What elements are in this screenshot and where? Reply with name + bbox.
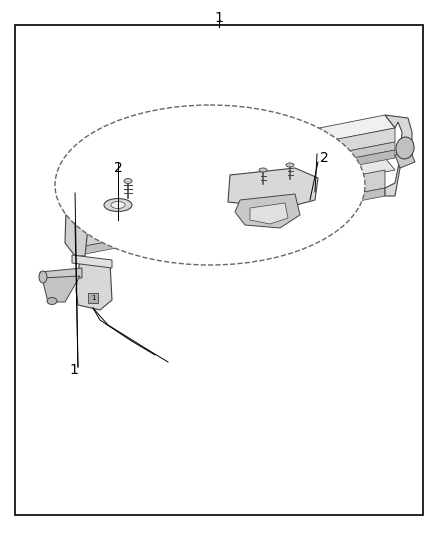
Polygon shape — [76, 258, 112, 310]
Text: 1: 1 — [69, 363, 78, 377]
Ellipse shape — [55, 105, 365, 265]
Ellipse shape — [39, 271, 47, 283]
Bar — [88, 293, 98, 303]
Polygon shape — [67, 168, 85, 178]
Polygon shape — [250, 203, 288, 224]
Polygon shape — [75, 188, 385, 256]
Ellipse shape — [286, 163, 294, 167]
Text: 1: 1 — [91, 295, 95, 301]
Polygon shape — [75, 158, 395, 230]
Text: 2: 2 — [320, 151, 329, 165]
Polygon shape — [395, 150, 415, 168]
Polygon shape — [82, 128, 395, 202]
Polygon shape — [235, 194, 300, 228]
Ellipse shape — [111, 201, 125, 208]
Ellipse shape — [104, 198, 132, 212]
Polygon shape — [82, 142, 395, 210]
Polygon shape — [65, 175, 92, 256]
Polygon shape — [82, 150, 395, 218]
Polygon shape — [228, 168, 318, 208]
Polygon shape — [82, 115, 395, 188]
Ellipse shape — [124, 179, 132, 183]
Ellipse shape — [47, 297, 57, 304]
Polygon shape — [72, 255, 112, 268]
Text: 2: 2 — [113, 161, 122, 175]
Polygon shape — [75, 170, 385, 248]
Ellipse shape — [396, 137, 414, 159]
Text: 1: 1 — [215, 11, 223, 25]
Ellipse shape — [259, 168, 267, 172]
Polygon shape — [385, 115, 412, 196]
Polygon shape — [42, 276, 80, 302]
Polygon shape — [40, 268, 82, 280]
